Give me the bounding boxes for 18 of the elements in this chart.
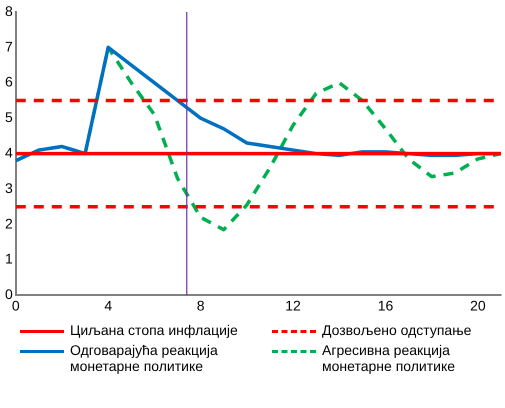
x-tick-label: 8 bbox=[196, 297, 205, 314]
x-tick-label: 16 bbox=[378, 297, 394, 314]
y-tick-label: 4 bbox=[4, 144, 13, 160]
y-tick-label: 6 bbox=[4, 74, 13, 90]
y-tick-label: 0 bbox=[4, 286, 13, 302]
x-tick-label: 20 bbox=[470, 297, 486, 314]
y-tick-label: 2 bbox=[4, 215, 13, 232]
y-tick-label: 7 bbox=[4, 38, 13, 54]
y-tick-label: 3 bbox=[4, 180, 13, 196]
x-tick-label: 12 bbox=[285, 297, 302, 314]
legend-label: Одговарајућа реакција монетарне политике bbox=[70, 342, 219, 374]
legend-label: Дозвољено одступање bbox=[322, 322, 472, 338]
y-tick-label: 8 bbox=[4, 2, 13, 19]
legend-label: Циљана стопа инфлације bbox=[70, 322, 239, 338]
x-tick-label: 4 bbox=[104, 297, 112, 314]
y-tick-label: 5 bbox=[4, 109, 13, 126]
legend-label: Агресивна реакција монетарне политике bbox=[322, 342, 456, 374]
y-tick-label: 1 bbox=[4, 250, 13, 267]
